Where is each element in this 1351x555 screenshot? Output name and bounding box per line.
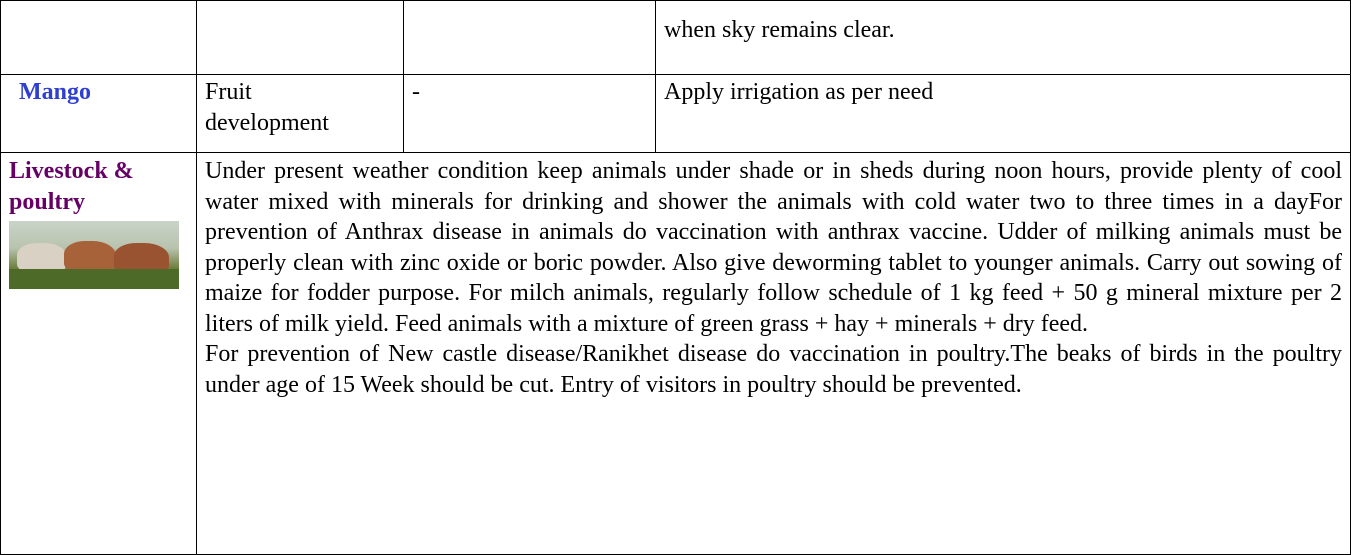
advisory-cell: Apply irrigation as per need	[656, 75, 1351, 153]
table-row: Livestock & poultry Under present weathe…	[1, 153, 1351, 555]
paragraph: For prevention of New castle disease/Ran…	[205, 339, 1342, 400]
advisory-table: when sky remains clear. Mango Fruit deve…	[0, 0, 1351, 555]
cattle-image	[9, 221, 179, 289]
crop-text: Livestock & poultry	[9, 156, 134, 217]
paragraph: Under present weather condition keep ani…	[205, 156, 1342, 339]
table-row: Mango Fruit development - Apply irrigati…	[1, 75, 1351, 153]
advisory-cell: Under present weather condition keep ani…	[197, 153, 1351, 555]
cell	[1, 1, 197, 75]
stage-cell: Fruit development	[197, 75, 404, 153]
crop-cell: Mango	[1, 75, 197, 153]
cell	[404, 1, 656, 75]
table-row: when sky remains clear.	[1, 1, 1351, 75]
disease-cell: -	[404, 75, 656, 153]
crop-cell: Livestock & poultry	[1, 153, 197, 555]
advisory-cell: when sky remains clear.	[656, 1, 1351, 75]
page: when sky remains clear. Mango Fruit deve…	[0, 0, 1351, 555]
cell	[197, 1, 404, 75]
stage-text: Fruit development	[205, 77, 365, 138]
